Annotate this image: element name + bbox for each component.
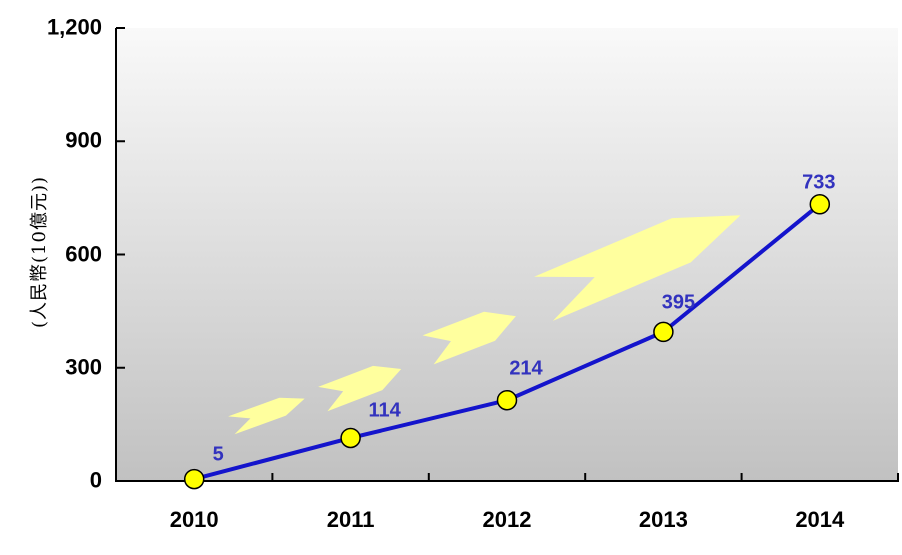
- growth-arrow: [534, 215, 741, 321]
- data-label: 395: [661, 291, 696, 314]
- data-label: 114: [368, 399, 401, 422]
- data-point-marker: [809, 194, 831, 215]
- y-tick-label: 1,200: [46, 14, 102, 40]
- data-point-marker: [653, 321, 674, 343]
- data-point-marker: [496, 389, 518, 411]
- y-tick-label: 300: [65, 354, 102, 380]
- x-tick-label: 2010: [169, 507, 219, 532]
- x-tick-label: 2013: [638, 507, 688, 532]
- data-point-marker: [340, 427, 361, 449]
- growth-arrow: [318, 365, 402, 412]
- x-tick-label: 2011: [326, 507, 375, 532]
- y-tick-label: 0: [89, 467, 102, 493]
- data-point-marker: [183, 468, 205, 490]
- growth-arrow: [228, 397, 305, 435]
- y-tick-label: 900: [65, 127, 102, 153]
- x-tick-label: 2014: [795, 507, 845, 532]
- y-tick-label: 600: [65, 240, 102, 266]
- growth-arrow: [422, 311, 516, 365]
- x-tick-label: 2012: [482, 507, 532, 532]
- y-axis-title: (人民幣(10億元)): [29, 176, 50, 328]
- data-label: 214: [509, 357, 543, 380]
- data-label: 5: [212, 443, 224, 466]
- data-label: 733: [802, 171, 836, 194]
